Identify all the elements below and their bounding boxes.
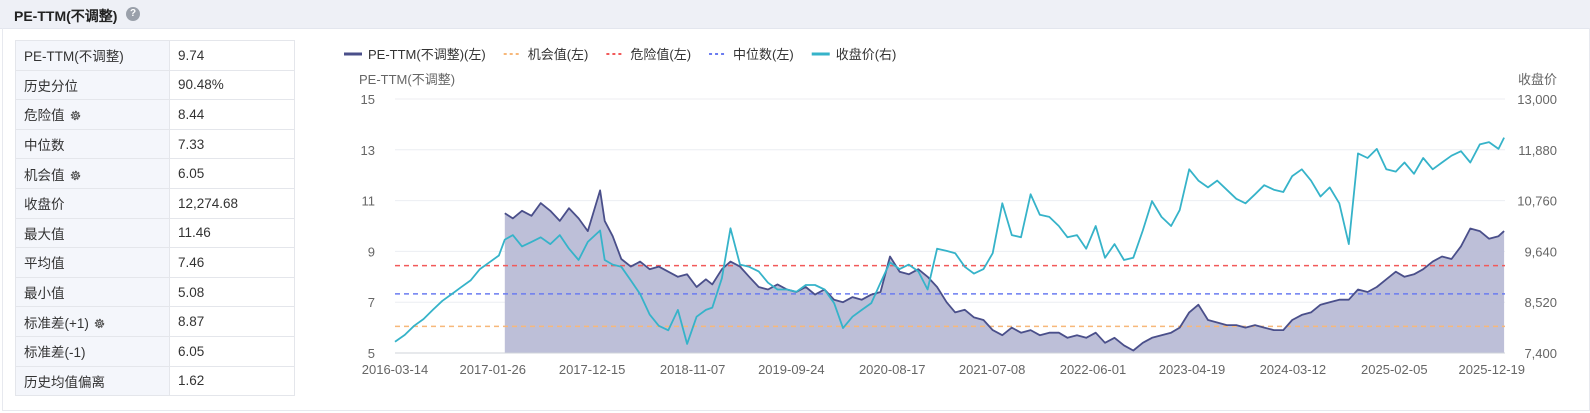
y-right-tick-label: 10,760 [1517,194,1557,209]
legend-label: 收盘价(右) [836,47,897,62]
legend-label: 中位数(左) [733,47,794,62]
series-lines [394,137,1505,352]
x-tick-label: 2016-03-14 [362,362,429,377]
legend-item: PE-TTM(不调整)(左) [344,47,486,62]
pe-ttm-line [504,189,1505,352]
y-right-tick-label: 7,400 [1524,346,1557,361]
left-axis-title: PE-TTM(不调整) [359,72,455,87]
stats-value: 7.46 [169,247,295,278]
stats-row: 中位数 7.33 [15,128,295,160]
stats-row: PE-TTM(不调整) 9.74 [15,40,295,71]
x-tick-label: 2017-12-15 [559,362,626,377]
y-left-tick-label: 11 [362,194,376,209]
x-tick-label: 2025-02-05 [1361,362,1428,377]
stats-value: 90.48% [169,69,295,101]
gear-icon [70,111,80,121]
panel-title: PE-TTM(不调整) [14,8,118,24]
x-tick-label: 2024-03-12 [1260,362,1327,377]
legend-label: PE-TTM(不调整)(左) [368,47,486,62]
stats-label: 机会值 [15,158,170,189]
stats-table: PE-TTM(不调整) 9.74 历史分位 90.48% 危险值 8.44 中位数 7.33 机… [15,40,295,397]
stats-label: 危险值 [15,99,170,130]
legend: PE-TTM(不调整)(左) 机会值(左) 危险值(左) 中位数(左) 收盘价(右) [344,47,896,62]
legend-label: 危险值(左) [630,47,691,62]
gear-icon[interactable] [65,108,82,123]
stats-label: 中位数 [15,128,170,160]
pe-ttm-chart: 5 7,400 7 8,520 9 9,640 11 10,760 13 11,880 15 13,0… [344,47,1557,377]
y-left-tick-label: 13 [361,143,375,158]
stats-row: 危险值 8.44 [15,99,295,130]
legend-label: 机会值(左) [528,47,589,62]
stats-label: PE-TTM(不调整) [15,40,170,71]
legend-item: 危险值(左) [606,47,691,62]
stats-row: 最大值 11.46 [15,217,295,249]
y-right-tick-label: 9,640 [1524,244,1557,259]
x-tick-label: 2019-09-24 [758,362,825,377]
stats-value: 8.87 [169,306,295,337]
stats-label: 平均值 [15,247,170,278]
x-tick-label: 2023-04-19 [1159,362,1226,377]
stats-label: 标准差(+1) [15,306,170,337]
stats-value: 8.44 [169,99,295,130]
stats-value: 5.08 [169,276,295,308]
y-left-tick-label: 15 [361,92,375,107]
stats-label: 标准差(-1) [15,335,170,367]
y-left-tick-label: 9 [368,244,375,259]
x-tick-label: 2018-11-07 [660,362,726,377]
stats-label: 最大值 [15,217,170,249]
legend-item: 收盘价(右) [811,47,897,62]
gear-icon[interactable] [65,168,82,183]
stats-label: 历史均值偏离 [15,365,170,397]
gear-icon [94,318,105,328]
y-left-tick-label: 7 [368,295,375,310]
stats-label: 最小值 [15,276,170,308]
stats-row: 历史均值偏离 1.62 [15,365,295,397]
x-tick-label: 2022-06-01 [1060,362,1127,377]
stats-row: 历史分位 90.48% [15,69,295,101]
stats-value: 12,274.68 [169,187,295,219]
pe-area [504,190,1505,353]
stats-value: 11.46 [169,217,295,249]
y-right-tick-label: 13,000 [1517,92,1557,107]
stats-label: 收盘价 [15,187,170,219]
stats-value: 6.05 [169,158,295,189]
gear-icon[interactable] [89,316,106,331]
legend-item: 机会值(左) [503,47,589,62]
y-left-tick-label: 5 [368,346,375,361]
x-tick-label: 2025-12-19 [1459,362,1526,377]
x-tick-label: 2017-01-26 [460,362,527,377]
stats-label: 历史分位 [15,69,170,101]
stats-value: 6.05 [169,335,295,367]
gear-icon [70,170,80,180]
stats-row: 平均值 7.46 [15,247,295,278]
pe-area-fill [504,190,1505,353]
x-tick-label: 2020-08-17 [859,362,926,377]
stats-row: 标准差(+1) 8.87 [15,306,295,337]
stats-row: 机会值 6.05 [15,158,295,189]
help-icon[interactable]: ? [126,7,140,21]
x-tick-label: 2021-07-08 [959,362,1026,377]
stats-row: 标准差(-1) 6.05 [15,335,295,367]
right-axis-title: 收盘价 [1518,72,1557,87]
legend-item: 中位数(左) [709,47,794,62]
stats-value: 7.33 [169,128,295,160]
y-right-tick-label: 8,520 [1524,295,1557,310]
stats-value: 9.74 [169,40,295,71]
panel-header: PE-TTM(不调整) ? [0,0,1590,29]
stats-row: 最小值 5.08 [15,276,295,308]
stats-row: 收盘价 12,274.68 [15,187,295,219]
reference-lines [395,264,1505,328]
close-price-line [394,137,1505,345]
axes: 5 7,400 7 8,520 9 9,640 11 10,760 13 11,880 15 13,0… [359,72,1557,377]
stats-value: 1.62 [169,365,295,397]
y-right-tick-label: 11,880 [1518,143,1557,158]
